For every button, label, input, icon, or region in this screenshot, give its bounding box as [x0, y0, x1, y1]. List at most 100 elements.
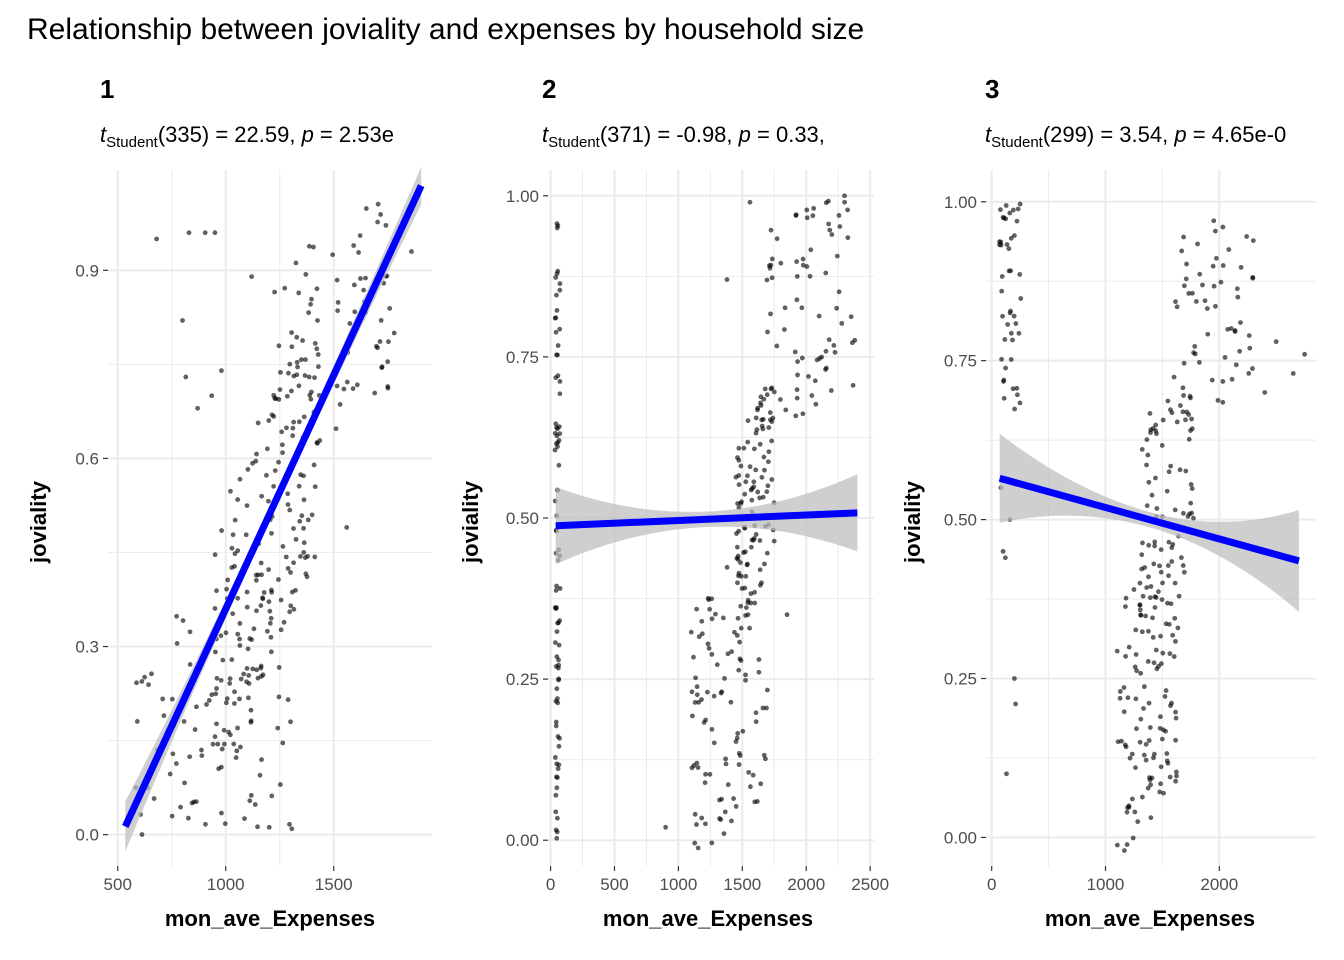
- scatter-point: [823, 348, 829, 354]
- scatter-point: [1122, 848, 1127, 853]
- scatter-point: [312, 484, 318, 490]
- scatter-point: [1176, 593, 1182, 599]
- scatter-point: [1012, 406, 1017, 412]
- scatter-point: [282, 285, 288, 291]
- scatter-point: [852, 337, 858, 343]
- scatter-point: [268, 649, 274, 655]
- scatter-point: [314, 286, 320, 292]
- x-tick-label: 0: [987, 875, 996, 894]
- scatter-point: [1139, 566, 1145, 572]
- scatter-point: [1158, 547, 1164, 552]
- scatter-point: [702, 780, 708, 786]
- scatter-point: [344, 379, 350, 385]
- scatter-point: [235, 497, 241, 502]
- scatter-point: [311, 462, 317, 468]
- scatter-point: [1183, 468, 1189, 474]
- scatter-point: [244, 679, 250, 685]
- scatter-point: [258, 560, 264, 566]
- scatter-point: [1114, 842, 1120, 848]
- scatter-point: [1151, 755, 1156, 761]
- scatter-point: [1190, 290, 1195, 296]
- scatter-point: [335, 299, 341, 305]
- scatter-point: [1015, 206, 1021, 212]
- scatter-point: [769, 477, 775, 482]
- scatter-point: [1160, 580, 1165, 586]
- scatter-point: [1163, 688, 1169, 693]
- scatter-point: [736, 482, 742, 488]
- scatter-point: [341, 386, 347, 392]
- scatter-point: [793, 213, 799, 218]
- scatter-point: [1149, 492, 1155, 498]
- scatter-point: [387, 305, 393, 311]
- scatter-point: [235, 631, 241, 637]
- scatter-point: [232, 701, 237, 706]
- scatter-point: [375, 219, 380, 225]
- scatter-point: [180, 318, 185, 323]
- scatter-point: [219, 368, 224, 374]
- scatter-point: [221, 741, 227, 747]
- scatter-point: [272, 468, 278, 473]
- scatter-point: [757, 582, 763, 588]
- scatter-point: [243, 532, 249, 538]
- scatter-point: [1163, 621, 1169, 627]
- scatter-point: [842, 199, 847, 205]
- scatter-point: [378, 212, 383, 217]
- scatter-point: [1186, 412, 1192, 417]
- scatter-point: [1171, 654, 1177, 659]
- scatter-point: [759, 417, 765, 423]
- scatter-point: [758, 781, 764, 787]
- scatter-point: [826, 221, 832, 227]
- scatter-point: [1235, 294, 1241, 300]
- facet-subtitle: tStudent(299) = 3.54, p = 4.65e-0: [985, 122, 1286, 151]
- scatter-point: [232, 517, 238, 523]
- scatter-point: [308, 396, 314, 402]
- scatter-point: [1153, 647, 1159, 653]
- scatter-point: [751, 484, 757, 490]
- scatter-point: [1014, 392, 1020, 398]
- scatter-point: [1137, 739, 1143, 745]
- scatter-point: [180, 618, 186, 623]
- scatter-point: [1244, 234, 1250, 239]
- scatter-point: [244, 503, 250, 509]
- scatter-point: [699, 618, 705, 624]
- scatter-point: [553, 792, 559, 798]
- scatter-point: [816, 313, 822, 319]
- scatter-point: [248, 707, 254, 713]
- scatter-point: [1215, 397, 1221, 403]
- scatter-point: [298, 357, 304, 363]
- scatter-point: [837, 224, 843, 229]
- scatter-point: [1010, 386, 1016, 392]
- chart-title: Relationship between joviality and expen…: [27, 13, 864, 46]
- scatter-point: [557, 326, 563, 332]
- scatter-point: [1003, 365, 1008, 371]
- scatter-point: [229, 545, 235, 551]
- gridlines: [108, 170, 432, 866]
- scatter-point: [361, 287, 367, 293]
- scatter-point: [409, 249, 414, 254]
- scatter-point: [1129, 751, 1135, 757]
- scatter-point: [689, 689, 695, 695]
- scatter-point: [169, 813, 175, 819]
- scatter-point: [760, 705, 766, 711]
- scatter-point: [161, 713, 167, 719]
- scatter-point: [279, 429, 285, 435]
- scatter-point: [377, 339, 383, 344]
- scatter-point: [296, 383, 302, 389]
- scatter-point: [760, 494, 766, 500]
- scatter-point: [1000, 548, 1006, 554]
- scatter-point: [287, 361, 293, 367]
- scatter-point: [699, 631, 705, 637]
- scatter-point: [391, 330, 397, 336]
- scatter-point: [736, 445, 742, 451]
- scatter-point: [260, 596, 266, 602]
- scatter-point: [356, 250, 361, 255]
- scatter-point: [278, 369, 283, 375]
- scatter-point: [286, 370, 291, 376]
- scatter-point: [1226, 247, 1232, 252]
- scatter-point: [743, 479, 749, 485]
- scatter-point: [845, 235, 851, 241]
- scatter-point: [1202, 298, 1208, 304]
- scatter-point: [1218, 279, 1224, 285]
- scatter-point: [1237, 348, 1243, 354]
- scatter-point: [1175, 625, 1181, 631]
